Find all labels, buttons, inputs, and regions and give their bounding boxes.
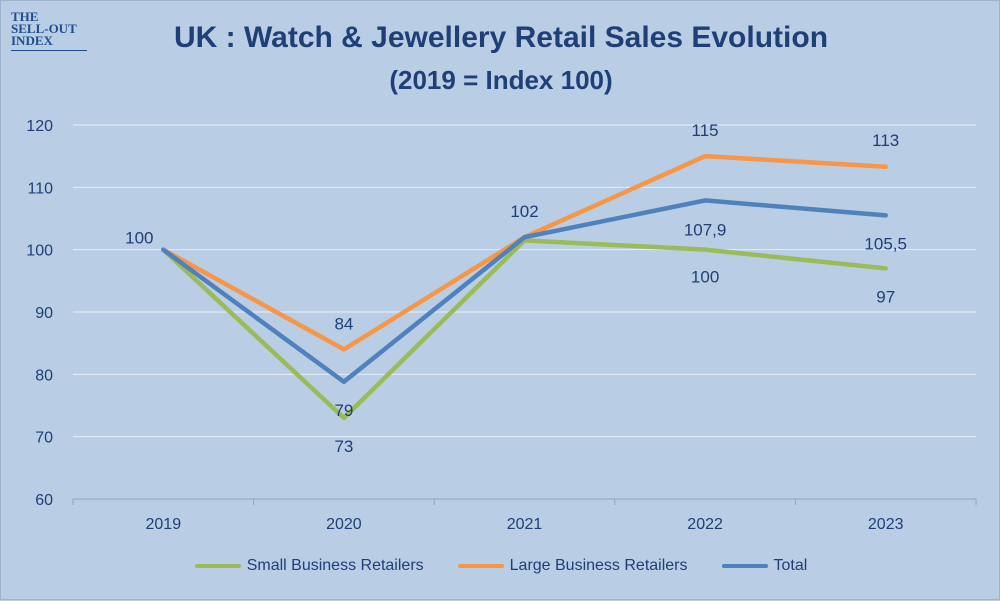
x-tick-label-2020: 2020 (326, 516, 362, 533)
series-line-2 (161, 198, 888, 385)
data-label-s1-3: 115 (692, 121, 719, 140)
legend-label-small: Small Business Retailers (246, 557, 424, 574)
data-labels: 73 100 97 84 115 113 100 79 102 107,9 105,5 (125, 121, 907, 456)
x-tick-label-2021: 2021 (507, 516, 543, 533)
y-tick-label-70: 70 (35, 430, 53, 447)
series-line-1 (161, 153, 888, 352)
legend-swatch-small (194, 564, 241, 568)
series-lines (161, 153, 888, 421)
axes: 60 70 80 90 100 110 120 2019 2020 2021 2022 2023 (26, 118, 977, 533)
y-tick-label-120: 120 (26, 118, 53, 135)
y-tick-label-100: 100 (26, 243, 53, 260)
legend-item-small: Small Business Retailers (194, 557, 424, 575)
x-tick-label-2023: 2023 (868, 516, 904, 533)
data-label-s1-4: 113 (872, 131, 899, 150)
legend-swatch-large (457, 564, 504, 568)
data-label-s0-4: 97 (876, 287, 895, 306)
data-label-s2-4: 105,5 (864, 234, 907, 253)
data-label-s0-3: 100 (691, 268, 719, 287)
legend: Small Business Retailers Large Business … (1, 557, 1000, 575)
logo-line-2: SELL-OUT (11, 21, 77, 36)
data-label-s2-1: 79 (334, 401, 353, 420)
legend-item-large: Large Business Retailers (457, 557, 688, 575)
sell-out-index-logo: THE SELL-OUT INDEX (11, 9, 89, 51)
x-tick-label-2022: 2022 (687, 516, 723, 533)
data-label-s1-1: 84 (334, 314, 353, 333)
gridlines (73, 124, 976, 438)
chart-title: UK : Watch & Jewellery Retail Sales Evol… (173, 21, 829, 54)
y-tick-label-60: 60 (35, 492, 53, 509)
legend-item-total: Total (721, 557, 808, 575)
data-label-s2-0: 100 (125, 229, 153, 248)
data-label-s2-2: 102 (510, 202, 538, 221)
logo-line-3: INDEX (11, 33, 53, 48)
legend-label-total: Total (773, 557, 808, 574)
data-label-s0-1: 73 (334, 437, 353, 456)
y-tick-label-90: 90 (35, 305, 53, 322)
y-tick-label-110: 110 (27, 180, 53, 197)
x-tick-label-2019: 2019 (146, 516, 182, 533)
series-line-0 (161, 238, 888, 421)
logo-line-1: THE (11, 9, 39, 24)
y-tick-label-80: 80 (35, 367, 53, 384)
logo-underline (11, 50, 87, 51)
legend-swatch-total (721, 564, 768, 568)
legend-label-large: Large Business Retailers (509, 557, 688, 574)
data-label-s2-3: 107,9 (684, 220, 727, 239)
chart-subtitle: (2019 = Index 100) (389, 65, 613, 95)
